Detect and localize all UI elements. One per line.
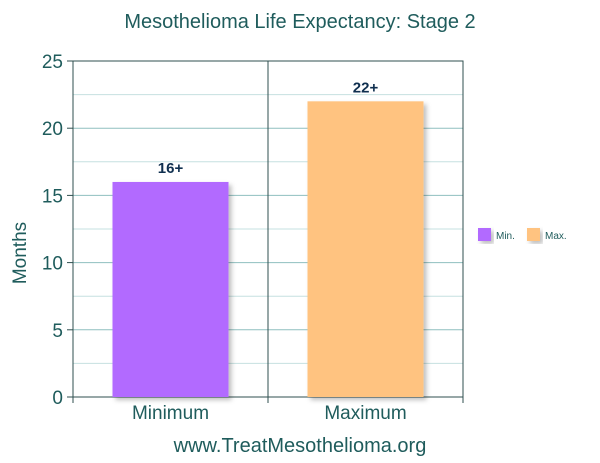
y-tick-label: 20 <box>42 119 63 140</box>
bar-maximum <box>307 101 424 397</box>
chart-title: Mesothelioma Life Expectancy: Stage 2 <box>124 11 475 33</box>
y-tick-label: 25 <box>42 52 63 73</box>
legend-label-min: Min. <box>496 231 515 242</box>
x-tick-label: Minimum <box>132 403 209 424</box>
plot-frame <box>72 60 464 403</box>
y-tick-label: 5 <box>52 321 63 342</box>
bar-minimum <box>112 181 229 397</box>
x-axis-labels: Minimum Maximum <box>132 403 407 424</box>
bar-series: 16+ 22+ <box>112 79 424 397</box>
y-tick-label: 10 <box>42 254 63 275</box>
legend: Min. Max. <box>478 228 567 242</box>
legend-label-max: Max. <box>545 231 567 242</box>
y-axis-title: Months <box>10 222 31 284</box>
x-tick-label: Maximum <box>324 403 406 424</box>
y-tick-label: 15 <box>42 186 63 207</box>
data-label-maximum: 22+ <box>353 79 379 96</box>
legend-swatch-min <box>478 228 491 241</box>
legend-swatch-max <box>527 228 540 241</box>
y-axis-ticks: 0 5 10 15 20 25 <box>42 52 73 409</box>
data-label-minimum: 16+ <box>158 160 184 177</box>
footer-website: www.TreatMesothelioma.org <box>173 435 427 457</box>
y-tick-label: 0 <box>52 388 63 409</box>
